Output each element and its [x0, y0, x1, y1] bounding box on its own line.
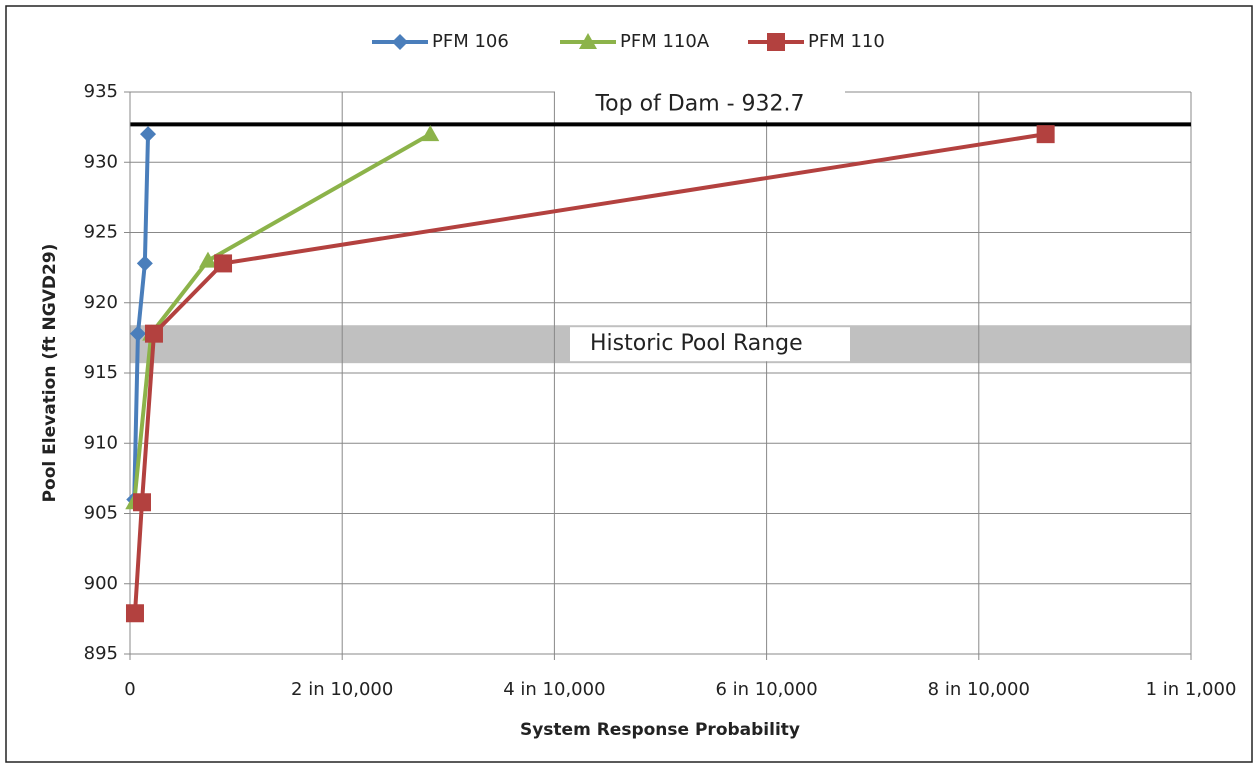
data-point: [129, 325, 146, 342]
y-tick-label: 935: [84, 81, 118, 102]
legend-label: PFM 110: [808, 31, 885, 52]
y-tick-label: 930: [84, 151, 118, 172]
data-point: [140, 126, 157, 143]
y-tick-label: 920: [84, 292, 118, 313]
x-tick-label: 4 in 10,000: [503, 679, 605, 700]
data-point: [132, 493, 151, 512]
x-tick-label: 0: [124, 679, 135, 700]
data-point: [1036, 125, 1055, 144]
y-axis-label: Pool Elevation (ft NGVD29): [40, 244, 60, 503]
y-tick-label: 915: [84, 362, 118, 383]
data-point: [421, 125, 440, 142]
y-tick-label: 910: [84, 432, 118, 453]
legend-label: PFM 106: [432, 31, 509, 52]
x-tick-label: 1 in 1,000: [1146, 679, 1237, 700]
y-tick-label: 900: [84, 573, 118, 594]
label-box: [570, 327, 850, 362]
label-box: [555, 88, 845, 121]
legend-marker: [767, 33, 785, 51]
x-tick-label: 6 in 10,000: [715, 679, 817, 700]
series-line: [132, 134, 151, 500]
x-axis-label: System Response Probability: [520, 720, 800, 740]
data-point: [136, 255, 153, 272]
x-tick-label: 2 in 10,000: [291, 679, 393, 700]
y-tick-label: 905: [84, 503, 118, 524]
series-line: [132, 132, 432, 503]
data-point: [198, 251, 217, 268]
annotation: Top of Dam - 932.7: [594, 91, 804, 116]
x-tick-label: 8 in 10,000: [928, 679, 1030, 700]
data-point: [214, 254, 233, 273]
y-tick-label: 895: [84, 643, 118, 664]
annotation: Historic Pool Range: [590, 331, 803, 356]
data-point: [144, 324, 163, 343]
y-tick-label: 925: [84, 222, 118, 243]
legend-marker: [392, 34, 408, 50]
legend-label: PFM 110A: [620, 31, 710, 52]
legend-marker: [579, 33, 597, 49]
data-point: [125, 604, 144, 623]
